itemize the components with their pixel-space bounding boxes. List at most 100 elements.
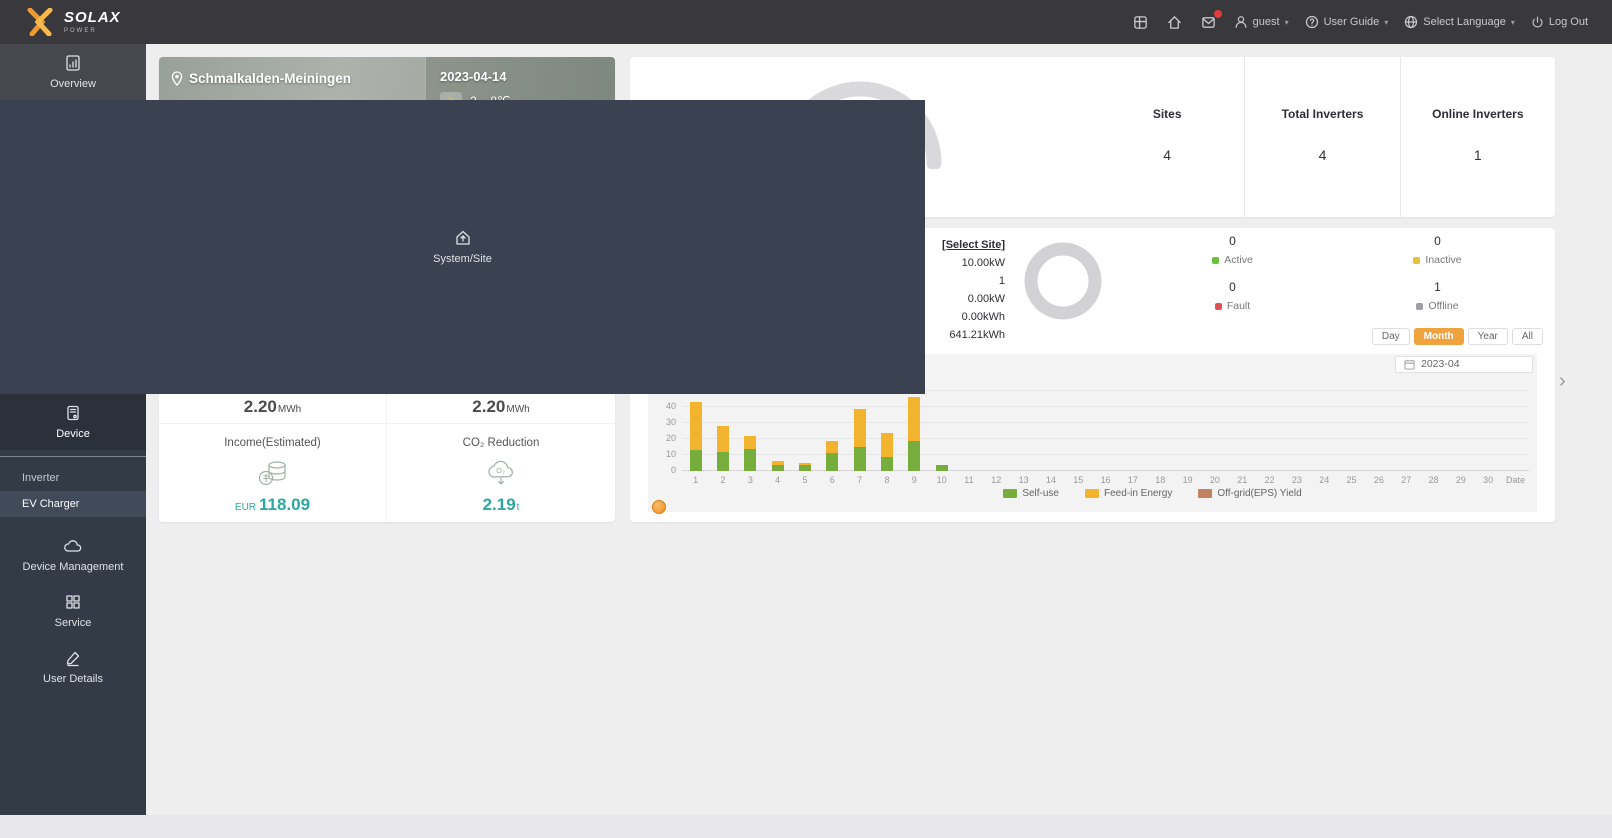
sidebar: Overview System/Site Device Inverter EV … (0, 44, 925, 815)
caret-down-icon: ▾ (1284, 17, 1289, 27)
forecast-date: 2023-04-14 (440, 69, 507, 84)
bar-segment[interactable] (689, 402, 702, 451)
bar-segment[interactable] (908, 397, 921, 441)
brand-logo[interactable]: SOLAX POWER (26, 8, 121, 36)
globe-icon (1405, 15, 1418, 29)
logout-button[interactable]: Log Out (1531, 16, 1588, 29)
sidebar-label: Device Management (22, 561, 124, 573)
sidebar-item-device-management[interactable]: Device Management (0, 527, 146, 583)
caret-down-icon: ▾ (1510, 17, 1515, 27)
device-submenu: Inverter EV Charger (0, 457, 146, 527)
sidebar-divider (0, 456, 146, 457)
status-dot (1413, 256, 1421, 264)
site-icon (455, 230, 470, 245)
bar-segment[interactable] (826, 440, 839, 454)
user-icon (1235, 16, 1247, 28)
power-icon (1532, 16, 1543, 27)
sidebar-label: System/Site (433, 253, 492, 265)
sidebar-item-overview[interactable]: Overview (0, 44, 146, 100)
language-menu[interactable]: Select Language ▾ (1404, 15, 1515, 29)
period-all-button[interactable]: All (1511, 328, 1543, 345)
sidebar-item-system-site[interactable]: System/Site (0, 100, 925, 394)
notification-badge (1213, 10, 1222, 18)
service-icon (66, 595, 80, 609)
status-fault: 0 Fault (1130, 280, 1335, 326)
footer-strip (0, 815, 1612, 838)
bar-segment[interactable] (880, 456, 893, 471)
sidebar-item-service[interactable]: Service (0, 583, 146, 639)
period-day-button[interactable]: Day (1371, 328, 1410, 345)
submenu-item-inverter[interactable]: Inverter (22, 472, 60, 484)
assistant-bubble-button[interactable] (652, 500, 666, 514)
co2-cloud-icon: O₂ (488, 460, 513, 485)
device-icon (67, 405, 79, 421)
bar-segment[interactable] (771, 461, 784, 465)
guide-icon (1305, 15, 1318, 29)
legend-item[interactable]: Feed-in Energy (1085, 488, 1172, 499)
user-menu[interactable]: guest ▾ (1234, 15, 1289, 29)
summary-stats: Sites 4 Total Inverters 4 Online Inverte… (1090, 57, 1555, 217)
period-toggle: Day Month Year All (1371, 328, 1543, 345)
bar-segment[interactable] (744, 448, 757, 471)
period-year-button[interactable]: Year (1467, 328, 1508, 345)
status-dot (1214, 302, 1222, 310)
pencil-icon (66, 651, 80, 667)
next-site-arrow[interactable]: › (1559, 370, 1566, 392)
language-label: Select Language (1423, 16, 1506, 28)
period-month-button[interactable]: Month (1413, 328, 1464, 345)
bar-segment[interactable] (798, 463, 811, 465)
apps-icon[interactable] (1132, 13, 1150, 31)
weather-location: Schmalkalden-Meiningen (189, 71, 352, 86)
topbar: SOLAX POWER guest ▾ User Guide ▾ Select … (0, 0, 1612, 44)
stat-sites: Sites 4 (1152, 107, 1182, 163)
caret-down-icon: ▾ (1384, 17, 1389, 27)
bar-segment[interactable] (744, 435, 757, 449)
submenu-item-ev-charger[interactable]: EV Charger (0, 491, 146, 517)
topbar-menu: guest ▾ User Guide ▾ Select Language ▾ L… (1132, 10, 1588, 31)
tile-income: Income(Estimated) EUR 118.09 (159, 424, 387, 522)
user-guide-menu[interactable]: User Guide ▾ (1305, 15, 1389, 29)
home-icon[interactable] (1166, 13, 1184, 31)
sidebar-item-device[interactable]: Device (0, 394, 146, 450)
brand-subtitle: POWER (64, 28, 97, 34)
overview-icon (66, 55, 80, 71)
logout-label: Log Out (1548, 16, 1588, 28)
cloud-icon (64, 540, 82, 552)
legend-item[interactable]: Self-use (1003, 488, 1059, 499)
calendar-icon (1404, 359, 1415, 370)
sidebar-item-user-details[interactable]: User Details (0, 639, 146, 695)
location-pin-icon (171, 71, 183, 86)
bar-segment[interactable] (716, 451, 729, 471)
plot-grid (682, 378, 1529, 486)
bar-segment[interactable] (853, 408, 866, 447)
sidebar-label: Overview (50, 78, 96, 90)
svg-text:O₂: O₂ (496, 466, 505, 475)
stat-total-inverters: Total Inverters 4 (1244, 57, 1399, 217)
bar-segment[interactable] (935, 464, 948, 471)
bar-segment[interactable] (798, 464, 811, 471)
coins-icon (258, 461, 286, 486)
status-active: 0 Active (1130, 234, 1335, 280)
status-dot (1212, 256, 1220, 264)
bar-segment[interactable] (908, 440, 921, 471)
selected-month: 2023-04 (1421, 358, 1460, 370)
solax-x-icon (27, 8, 53, 36)
bar-segment[interactable] (826, 453, 839, 471)
status-dot (1416, 302, 1424, 310)
bar-segment[interactable] (880, 432, 893, 457)
date-picker[interactable]: 2023-04 (1395, 355, 1533, 373)
sidebar-label: Device (56, 428, 90, 440)
sidebar-label: Service (54, 617, 92, 629)
status-offline: 1 Offline (1335, 280, 1540, 326)
bar-segment[interactable] (689, 450, 702, 471)
chart-legend: Self-use Feed-in Energy Off-grid(EPS) Yiel… (648, 488, 1537, 499)
tile-co2-reduction: CO₂ Reduction O₂ 2.19t (462, 437, 540, 514)
legend-item[interactable]: Off-grid(EPS) Yield (1198, 488, 1302, 499)
bar-segment[interactable] (771, 464, 784, 471)
status-inactive: 0 Inactive (1335, 234, 1540, 280)
stat-online-inverters: Online Inverters 1 (1399, 57, 1555, 217)
y-axis: kWh01020304050 (658, 371, 676, 475)
bar-segment[interactable] (716, 426, 729, 452)
message-icon[interactable] (1200, 10, 1222, 31)
bar-segment[interactable] (853, 447, 866, 471)
